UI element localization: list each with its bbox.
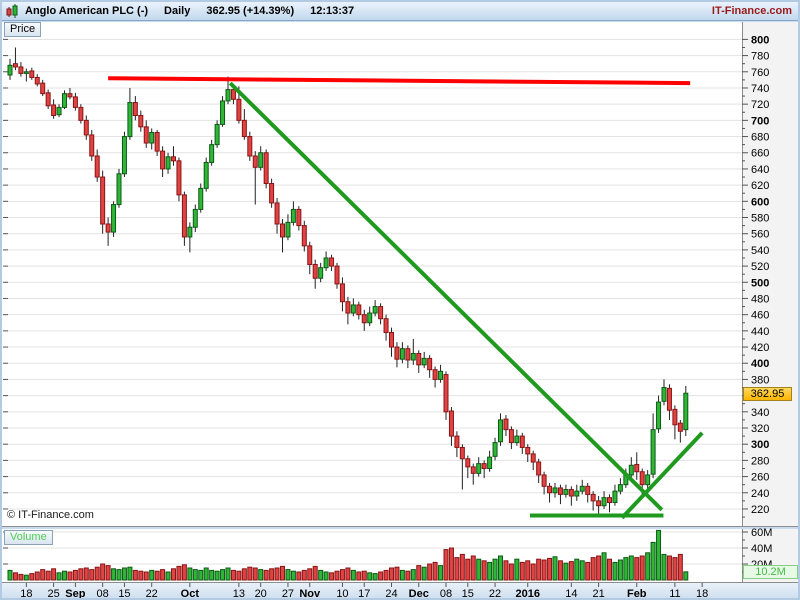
candlestick-icon — [6, 3, 19, 19]
timeframe-label: Daily — [164, 5, 191, 17]
pane-separator — [2, 526, 798, 529]
time-axis[interactable] — [2, 582, 798, 598]
price-pane[interactable] — [2, 22, 742, 526]
price-axis[interactable] — [742, 22, 798, 526]
title-bar: Anglo American PLC (-) Daily 362.95 (+14… — [2, 2, 798, 21]
tab-volume[interactable]: Volume — [4, 530, 53, 545]
instrument-title: Anglo American PLC (-) — [25, 5, 149, 17]
quote-label: 362.95 (+14.39%) — [206, 5, 295, 17]
brand-link[interactable]: IT-Finance.com — [711, 5, 792, 17]
copyright-label: © IT-Finance.com — [7, 509, 94, 521]
last-volume-badge: 10.2M — [743, 565, 798, 579]
volume-pane[interactable] — [2, 529, 742, 582]
last-price-badge: 362.95 — [743, 387, 792, 401]
time-label: 12:13:37 — [310, 5, 355, 17]
tab-price[interactable]: Price — [4, 22, 42, 37]
